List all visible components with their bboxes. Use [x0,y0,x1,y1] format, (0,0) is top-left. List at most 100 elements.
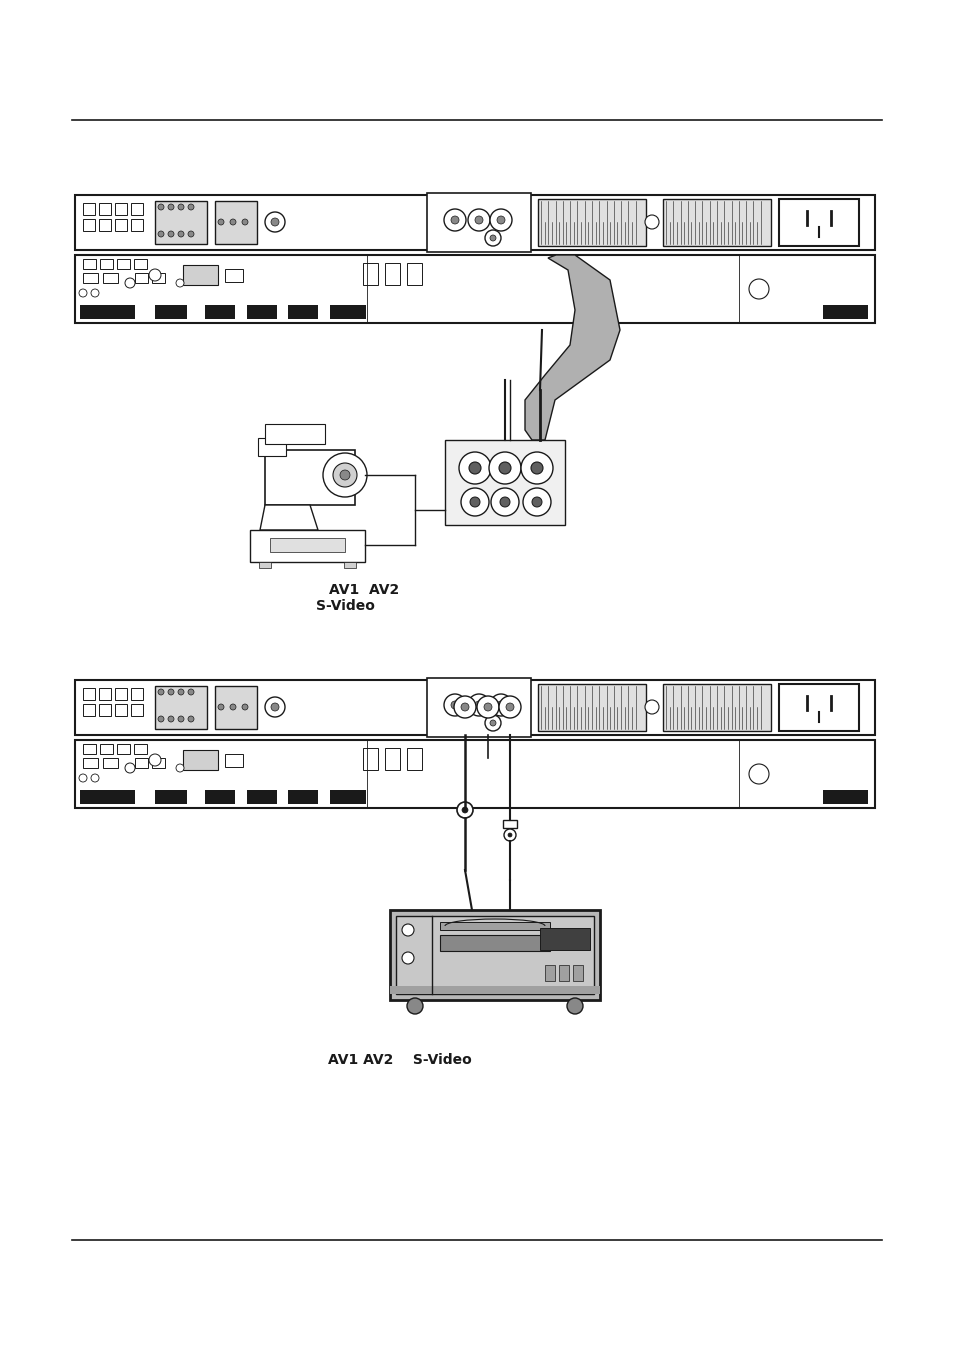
Bar [99,203,111,215]
Circle shape [188,204,193,209]
Bar [205,790,234,804]
Bar [288,305,317,319]
Circle shape [490,235,496,240]
Circle shape [242,704,248,711]
Circle shape [188,689,193,694]
Circle shape [566,998,582,1015]
Bar [154,686,207,730]
Circle shape [91,289,99,297]
Circle shape [230,219,235,226]
Circle shape [468,694,490,716]
Circle shape [125,278,135,288]
Bar [385,748,399,770]
Bar [662,199,770,246]
Bar [135,758,148,767]
Bar [133,744,147,754]
Bar [544,965,555,981]
Bar [539,928,589,950]
Circle shape [456,802,473,817]
Circle shape [443,694,465,716]
Text: S-Video: S-Video [315,598,374,613]
Circle shape [461,807,468,813]
Bar [115,688,127,700]
Bar [83,758,98,767]
Bar [99,688,111,700]
Circle shape [175,765,184,771]
Bar [83,744,96,754]
Bar [502,820,517,828]
Circle shape [468,209,490,231]
Bar [183,750,218,770]
Bar [83,203,95,215]
Bar [115,203,127,215]
Bar [83,219,95,231]
Bar [103,758,118,767]
Bar [75,740,874,808]
Bar [83,704,95,716]
Bar [225,269,243,282]
Bar [330,305,366,319]
Bar [75,255,874,323]
Circle shape [451,701,458,709]
Bar [152,273,165,282]
Bar [395,916,594,994]
Bar [250,530,365,562]
Circle shape [125,763,135,773]
Bar [247,790,276,804]
Circle shape [497,216,504,224]
Circle shape [499,497,510,507]
Circle shape [532,497,541,507]
Circle shape [79,774,87,782]
Bar [270,538,345,553]
Circle shape [475,216,482,224]
Bar [330,790,366,804]
Circle shape [490,720,496,725]
Circle shape [79,289,87,297]
Polygon shape [260,505,317,530]
Circle shape [470,497,479,507]
Circle shape [265,212,285,232]
Bar [779,684,858,731]
Bar [573,965,582,981]
Bar [131,688,143,700]
Bar [131,219,143,231]
Circle shape [451,216,458,224]
Bar [344,562,355,567]
Circle shape [498,696,520,717]
Circle shape [644,215,659,230]
Circle shape [168,689,173,694]
Circle shape [158,231,164,236]
Circle shape [178,716,184,721]
Bar [427,193,531,253]
Circle shape [507,834,512,838]
Bar [83,688,95,700]
Circle shape [158,689,164,694]
Bar [154,790,187,804]
Circle shape [520,453,553,484]
Circle shape [218,219,224,226]
Bar [385,263,399,285]
Bar [265,424,325,444]
Bar [247,305,276,319]
Circle shape [91,774,99,782]
Circle shape [168,231,173,236]
Bar [363,748,377,770]
Text: AV1  AV2: AV1 AV2 [329,584,398,597]
Bar [75,680,874,735]
Circle shape [242,219,248,226]
Bar [99,219,111,231]
Circle shape [460,488,489,516]
Circle shape [475,701,482,709]
Circle shape [644,700,659,713]
Circle shape [484,715,500,731]
Circle shape [323,453,367,497]
Bar [444,440,564,526]
Circle shape [188,716,193,721]
Bar [183,265,218,285]
Bar [214,201,256,245]
Circle shape [476,696,498,717]
Circle shape [218,704,224,711]
Circle shape [158,716,164,721]
Bar [407,748,421,770]
Circle shape [178,689,184,694]
